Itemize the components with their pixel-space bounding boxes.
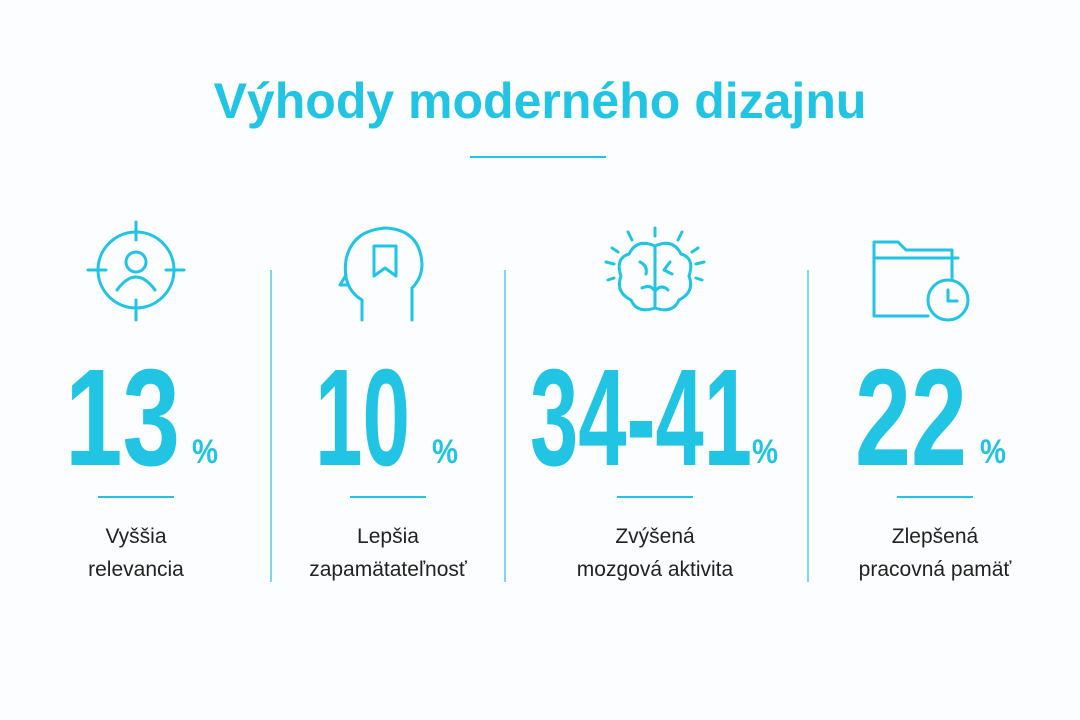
stat-label: mozgová aktivita: [577, 558, 734, 581]
stat-unit: %: [192, 433, 218, 471]
stat-unit: %: [432, 433, 458, 471]
stat-value: 22: [855, 341, 967, 495]
stat-label: pracovná pamäť: [859, 558, 1013, 581]
stat-value: 10: [315, 341, 410, 495]
stat-label: Lepšia: [357, 525, 419, 548]
title: Výhody moderného dizajnu: [214, 73, 867, 129]
icon-brain: [604, 226, 706, 312]
icon-folder: [872, 240, 970, 322]
stat-label: Zlepšená: [892, 525, 979, 548]
stat-label: zapamätateľnosť: [309, 558, 468, 581]
stat-label: Vyššia: [105, 525, 166, 548]
stat-label: relevancia: [88, 558, 184, 581]
stat-unit: %: [980, 433, 1006, 471]
icon-target: [86, 220, 186, 322]
stat-unit: %: [752, 433, 778, 471]
dividers: [270, 270, 809, 582]
stat-value: 34-41: [530, 341, 752, 495]
icon-head: [338, 226, 424, 322]
stat-value: 13: [65, 341, 180, 495]
stats: 13 % Vyššia relevancia 10 % Lepšia zapamätateľn…: [65, 341, 1012, 581]
stat-label: Zvýšená: [615, 525, 695, 548]
